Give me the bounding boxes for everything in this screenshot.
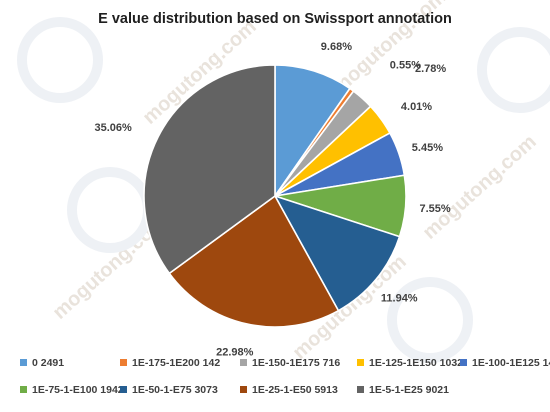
legend: 0 2491 1E-175-1E200 142 1E-150-1E175 716 1E… (20, 357, 550, 396)
legend-swatch-1 (20, 359, 27, 366)
slice-label-9: 35.06% (95, 122, 133, 134)
slice-label-7: 11.94% (381, 293, 418, 305)
legend-label-2: 1E-175-1E200 142 (132, 357, 220, 369)
legend-swatch-5 (460, 359, 467, 366)
slice-label-6: 7.55% (420, 203, 451, 215)
legend-label-6: 1E-75-1-E100 1942 (32, 384, 124, 396)
legend-label-8: 1E-25-1-E50 5913 (252, 384, 338, 396)
slice-label-8: 22.98% (216, 346, 254, 358)
legend-swatch-4 (357, 359, 364, 366)
pie-slice-1 (274, 64, 351, 199)
legend-label-7: 1E-50-1-E75 3073 (132, 384, 218, 396)
legend-swatch-2 (120, 359, 127, 366)
legend-label-1: 0 2491 (32, 357, 64, 369)
slice-label-3: 2.78% (415, 63, 446, 75)
watermark-ring (477, 27, 550, 113)
pie-labels: 9.68% 0.55%2.78% 4.01% 5.45% 7.55% 11.94% 22.9… (95, 41, 451, 358)
legend-swatch-8 (240, 386, 247, 393)
watermark-ring (387, 277, 473, 363)
slice-label-2: 0.55% (390, 59, 421, 71)
slice-label-1: 9.68% (321, 41, 352, 53)
pie-slice-8 (168, 194, 340, 328)
watermark-ring (67, 167, 153, 253)
legend-label-5: 1E-100-1E125 1403 (472, 357, 550, 369)
legend-swatch-7 (120, 386, 127, 393)
legend-label-9: 1E-5-1-E25 9021 (369, 384, 449, 396)
watermark-ring (17, 17, 103, 103)
legend-label-4: 1E-125-1E150 1032 (369, 357, 463, 369)
legend-swatch-3 (240, 359, 247, 366)
legend-swatch-6 (20, 386, 27, 393)
legend-label-3: 1E-150-1E175 716 (252, 357, 340, 369)
slice-label-4: 4.01% (401, 101, 432, 113)
pie-slice-9 (143, 64, 276, 275)
chart-title: E value distribution based on Swissport … (98, 11, 452, 27)
pie-slices (143, 64, 407, 328)
pie-slice-7 (273, 194, 401, 312)
slice-label-5: 5.45% (412, 142, 443, 154)
legend-swatch-9 (357, 386, 364, 393)
